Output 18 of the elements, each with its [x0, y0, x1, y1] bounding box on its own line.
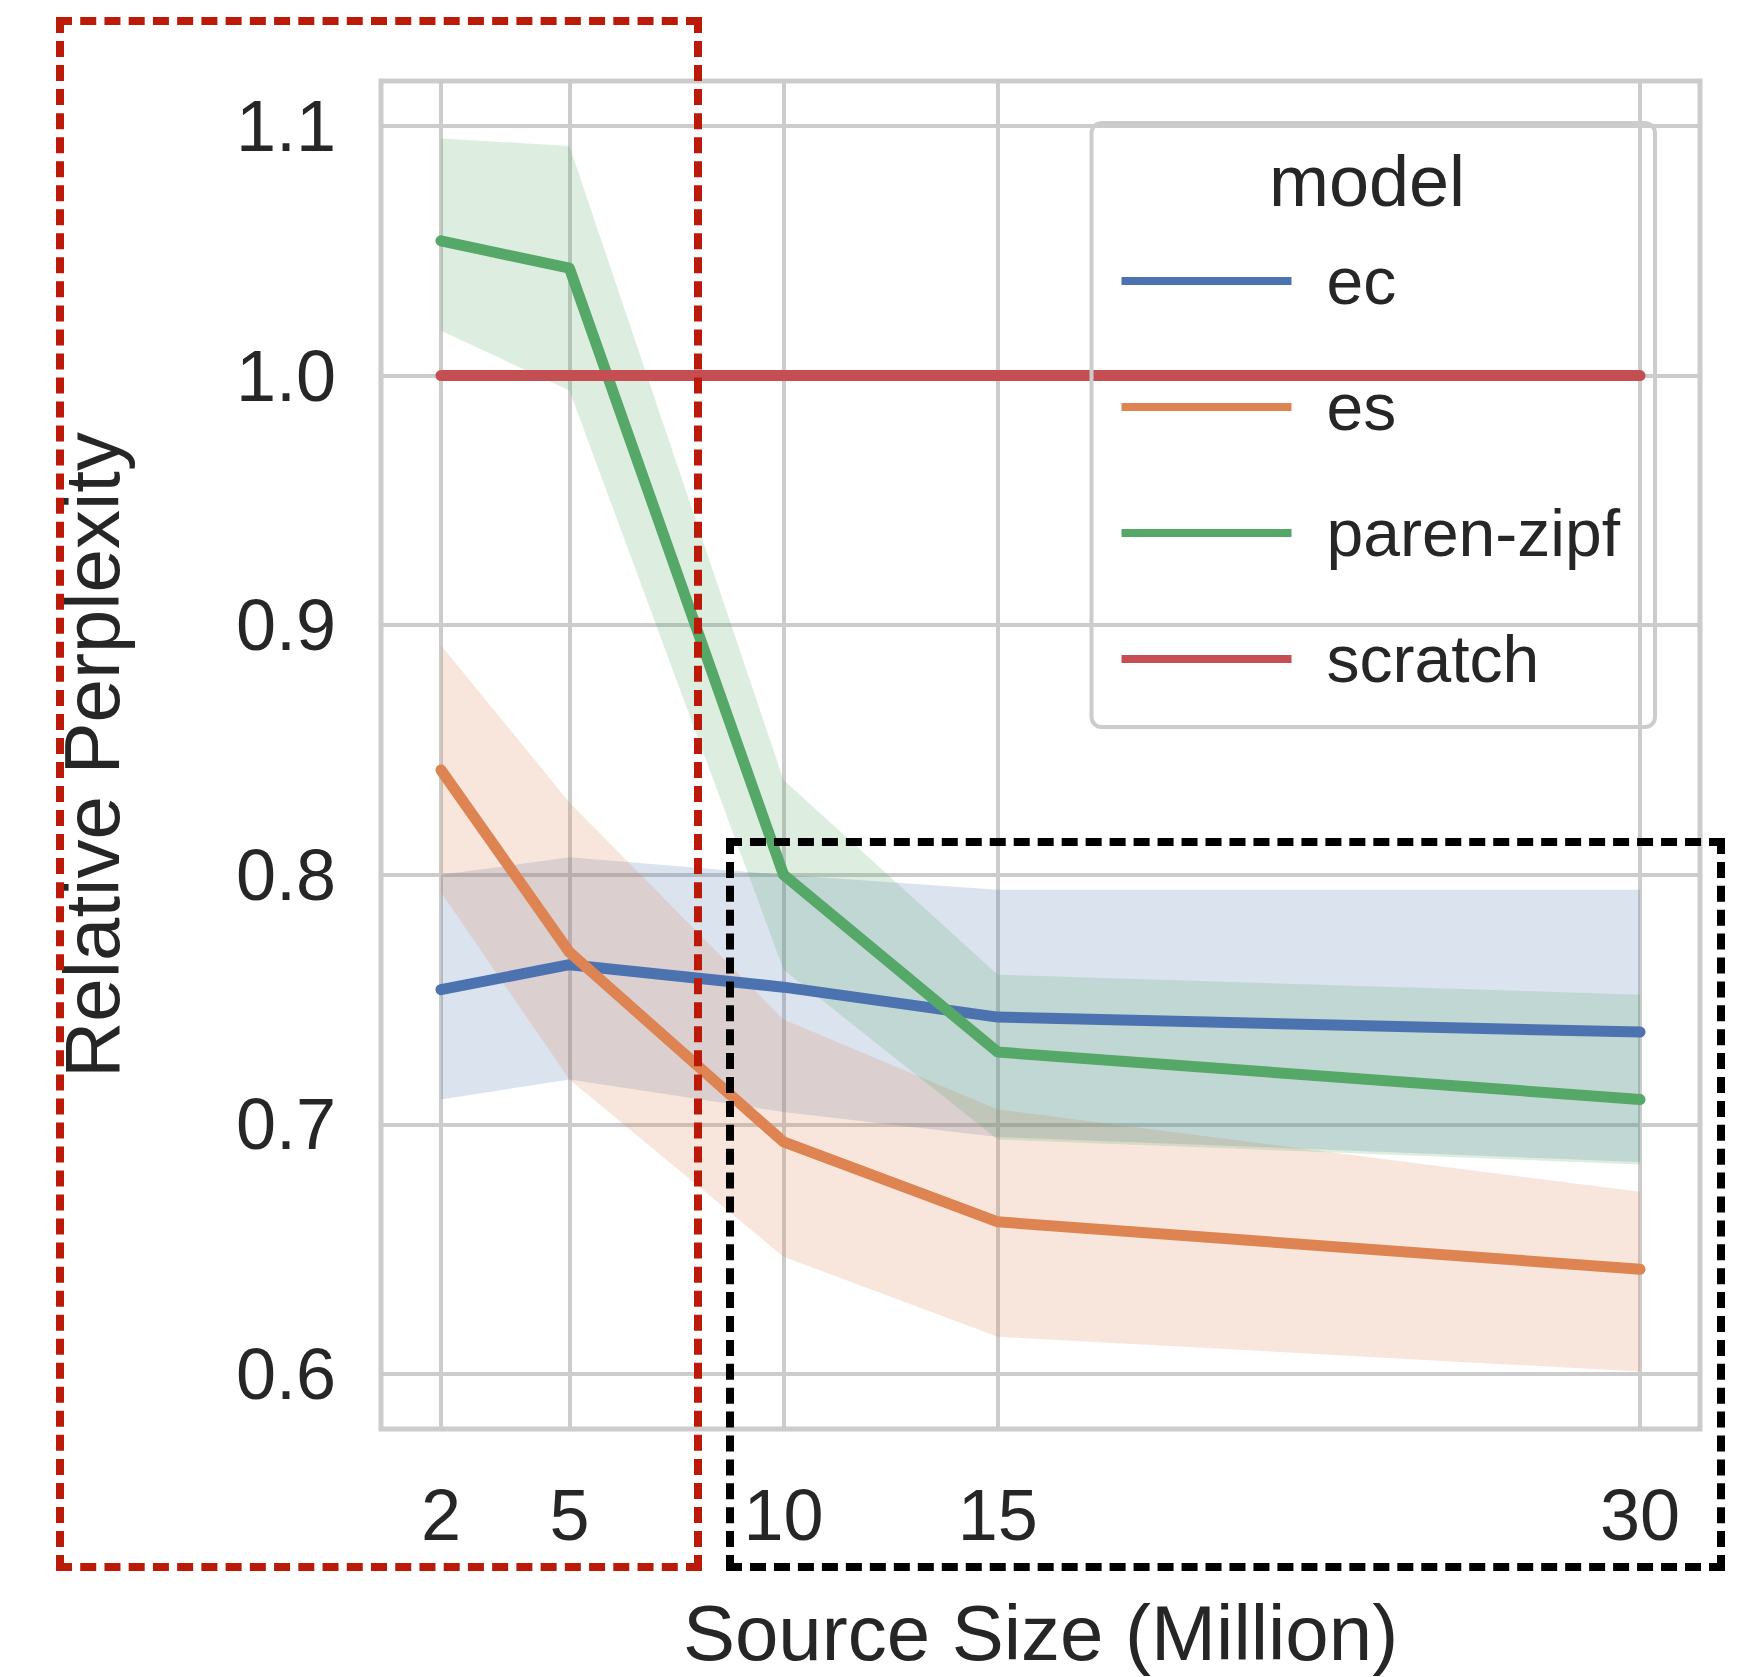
legend-label: scratch: [1326, 622, 1540, 696]
y-tick-label: 0.9: [235, 585, 336, 666]
y-tick-label: 0.8: [235, 834, 336, 915]
legend-label: paren-zipf: [1326, 496, 1621, 570]
y-tick-label: 1.0: [235, 335, 336, 416]
y-tick-label: 0.7: [235, 1084, 336, 1165]
y-axis-title: Relative Perplexity: [48, 432, 136, 1078]
y-tick-label: 1.1: [235, 85, 336, 166]
x-axis-title: Source Size (Million): [682, 1589, 1399, 1677]
legend-label: es: [1326, 370, 1397, 444]
x-tick-label: 5: [549, 1475, 590, 1555]
y-tick-label: 0.6: [235, 1334, 336, 1415]
x-tick-label: 30: [1600, 1475, 1681, 1555]
x-tick-label: 15: [957, 1475, 1038, 1555]
legend-title: model: [1268, 141, 1466, 221]
legend-label: ec: [1326, 244, 1397, 318]
x-tick-label: 2: [420, 1475, 461, 1555]
x-tick-label: 10: [743, 1475, 824, 1555]
